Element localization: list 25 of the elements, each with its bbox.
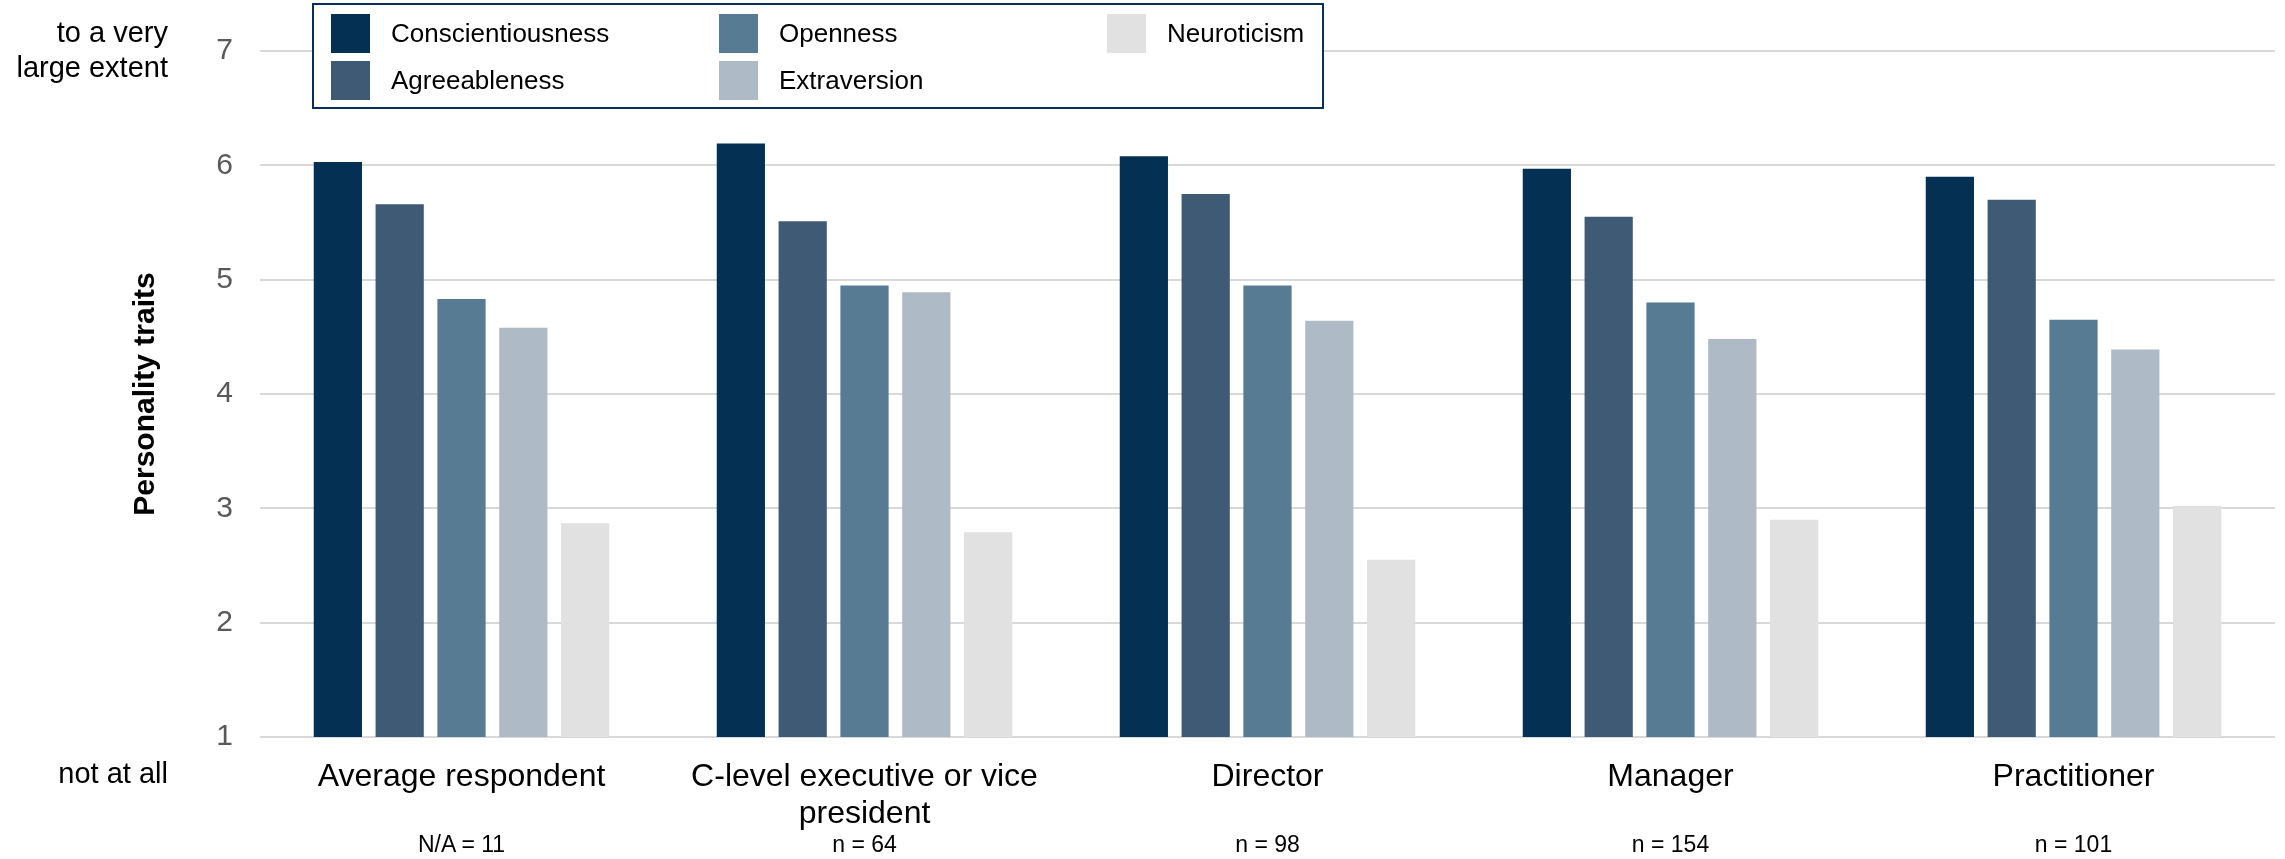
text: n = 101 bbox=[2034, 831, 2113, 858]
y-tick-label: 6 bbox=[216, 146, 233, 180]
x-tick-label: Manager bbox=[1607, 757, 1734, 794]
x-tick-label: Average respondent bbox=[317, 757, 606, 794]
y-axis-title: Personality traits bbox=[127, 272, 161, 516]
text: not at all bbox=[58, 757, 168, 789]
y-tick-label: 2 bbox=[216, 603, 233, 637]
y-tick-label: 5 bbox=[216, 260, 233, 294]
x-tick-label: Director bbox=[1211, 757, 1324, 794]
text: n = 64 bbox=[832, 831, 897, 858]
legend-label: Neuroticism bbox=[1167, 18, 1305, 49]
x-tick-label: Practitioner bbox=[1992, 757, 2155, 794]
text: to a very large extent bbox=[16, 15, 169, 83]
legend-label: Openness bbox=[779, 18, 898, 49]
text: n = 154 bbox=[1631, 831, 1710, 858]
legend-label: Conscientiousness bbox=[391, 18, 610, 49]
y-tick-label: 7 bbox=[216, 32, 233, 66]
x-tick-label: C-level executive or vice president bbox=[691, 757, 1038, 831]
text: n = 98 bbox=[1235, 831, 1300, 858]
y-tick-label: 1 bbox=[216, 718, 233, 752]
y-tick-label: 4 bbox=[216, 375, 233, 409]
y-tick-label: 3 bbox=[216, 489, 233, 523]
text: N/A = 11 bbox=[417, 831, 506, 858]
legend-label: Agreeableness bbox=[391, 65, 565, 96]
legend-label: Extraversion bbox=[779, 65, 924, 96]
